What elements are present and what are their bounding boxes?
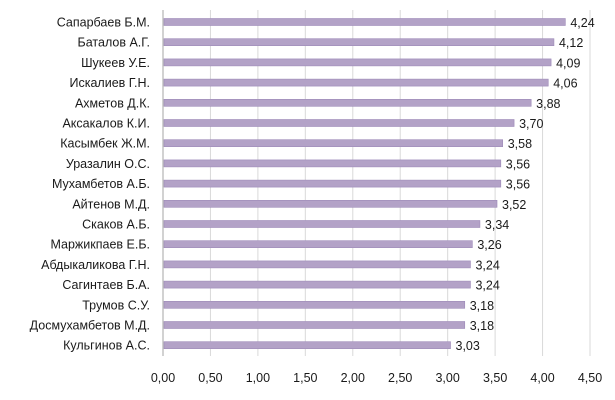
bar	[163, 220, 481, 228]
bar	[163, 78, 549, 87]
bar	[163, 159, 502, 168]
bar	[163, 58, 552, 67]
bar	[163, 240, 473, 248]
value-label: 3,58	[508, 137, 532, 151]
bar	[163, 300, 466, 309]
category-label: Кульгинов А.С.	[63, 339, 150, 353]
x-tick-label: 4,00	[530, 371, 554, 385]
x-tick-label: 1,00	[246, 371, 270, 385]
x-tick-label: 3,00	[435, 371, 459, 385]
value-label: 3,70	[519, 117, 543, 131]
value-label: 3,03	[456, 339, 480, 353]
category-label: Аксакалов К.И.	[62, 117, 150, 131]
bar	[163, 200, 498, 208]
bar	[163, 321, 466, 329]
category-label: Трумов С.У.	[82, 298, 150, 312]
x-tick-label: 4,50	[578, 371, 602, 385]
category-label: Сагинтаев Б.А.	[62, 278, 150, 292]
category-label: Сапарбаев Б.М.	[57, 16, 150, 30]
value-label: 4,06	[553, 77, 577, 91]
value-label: 3,18	[470, 299, 494, 313]
category-label: Искалиев Г.Н.	[70, 76, 151, 90]
value-label: 3,24	[475, 279, 499, 293]
x-tick-label: 0,00	[151, 371, 175, 385]
value-label: 3,56	[506, 178, 530, 192]
bar	[163, 260, 471, 269]
category-label: Досмухамбетов М.Д.	[30, 319, 150, 333]
x-axis-ticks: 0,00 0,50 1,00 1,50 2,00 2,50 3,00 3,50 4,00 4,50	[151, 371, 602, 385]
x-tick-label: 3,50	[483, 371, 507, 385]
value-label: 3,34	[485, 218, 509, 232]
bars	[163, 18, 566, 350]
value-label: 4,09	[556, 56, 580, 70]
category-label: Абдыкаликова Г.Н.	[41, 258, 150, 272]
category-label: Баталов А.Г.	[78, 36, 150, 50]
value-label: 3,56	[506, 157, 530, 171]
category-label: Касымбек Ж.М.	[60, 137, 150, 151]
value-label: 3,18	[470, 319, 494, 333]
bar	[163, 179, 502, 188]
category-label: Айтенов М.Д.	[72, 197, 150, 211]
value-label: 4,12	[559, 36, 583, 50]
bar	[163, 38, 555, 47]
bar	[163, 280, 471, 289]
labels: Сапарбаев Б.М. 4,24 Баталов А.Г. 4,12 Шукеев…	[30, 16, 595, 354]
category-label: Скаков А.Б.	[82, 218, 150, 232]
category-label: Ахметов Д.К.	[75, 96, 150, 110]
value-label: 3,88	[536, 97, 560, 111]
value-label: 3,24	[475, 258, 499, 272]
x-tick-label: 1,50	[293, 371, 317, 385]
bar	[163, 119, 515, 127]
bar	[163, 99, 532, 107]
category-label: Уразалин О.С.	[66, 157, 150, 171]
bar	[163, 139, 504, 147]
x-tick-label: 2,50	[388, 371, 412, 385]
x-tick-label: 0,50	[198, 371, 222, 385]
category-label: Маржикпаев Е.Б.	[50, 238, 150, 252]
category-label: Шукеев У.Е.	[81, 56, 150, 70]
value-label: 4,24	[570, 16, 594, 30]
bar	[163, 341, 451, 350]
x-tick-label: 2,00	[341, 371, 365, 385]
value-label: 3,52	[502, 198, 526, 212]
category-label: Мухамбетов А.Б.	[52, 177, 150, 191]
bar	[163, 18, 566, 26]
value-label: 3,26	[477, 238, 501, 252]
